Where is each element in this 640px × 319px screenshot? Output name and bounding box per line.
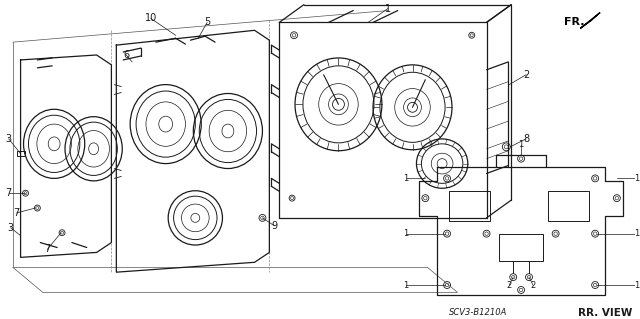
Text: 7: 7 [6, 188, 12, 198]
Text: 2: 2 [531, 280, 536, 290]
Text: 2: 2 [507, 280, 512, 290]
Text: 3: 3 [8, 223, 14, 233]
Text: 9: 9 [271, 221, 277, 231]
Polygon shape [580, 12, 600, 28]
Bar [17, 151, 24, 156]
Text: 2: 2 [523, 70, 529, 80]
Bar [548, 191, 589, 221]
Text: 1: 1 [634, 280, 639, 290]
Text: 1: 1 [403, 280, 408, 290]
Text: 8: 8 [523, 134, 529, 144]
Text: 6: 6 [123, 50, 129, 60]
Text: 5: 5 [204, 18, 211, 27]
Text: 7: 7 [13, 208, 20, 218]
Text: 7: 7 [44, 244, 51, 255]
Text: RR. VIEW: RR. VIEW [578, 308, 632, 318]
Text: 10: 10 [145, 13, 157, 24]
Bar [449, 191, 490, 221]
Bar [499, 234, 543, 261]
Text: 1: 1 [634, 229, 639, 238]
Text: 1: 1 [403, 229, 408, 238]
Text: FR.: FR. [564, 18, 584, 27]
Text: 1: 1 [385, 4, 391, 14]
Text: 1: 1 [634, 174, 639, 183]
Text: 1: 1 [518, 140, 524, 149]
Text: SCV3-B1210A: SCV3-B1210A [449, 308, 508, 317]
Text: 1: 1 [403, 174, 408, 183]
Text: 3: 3 [6, 134, 12, 144]
